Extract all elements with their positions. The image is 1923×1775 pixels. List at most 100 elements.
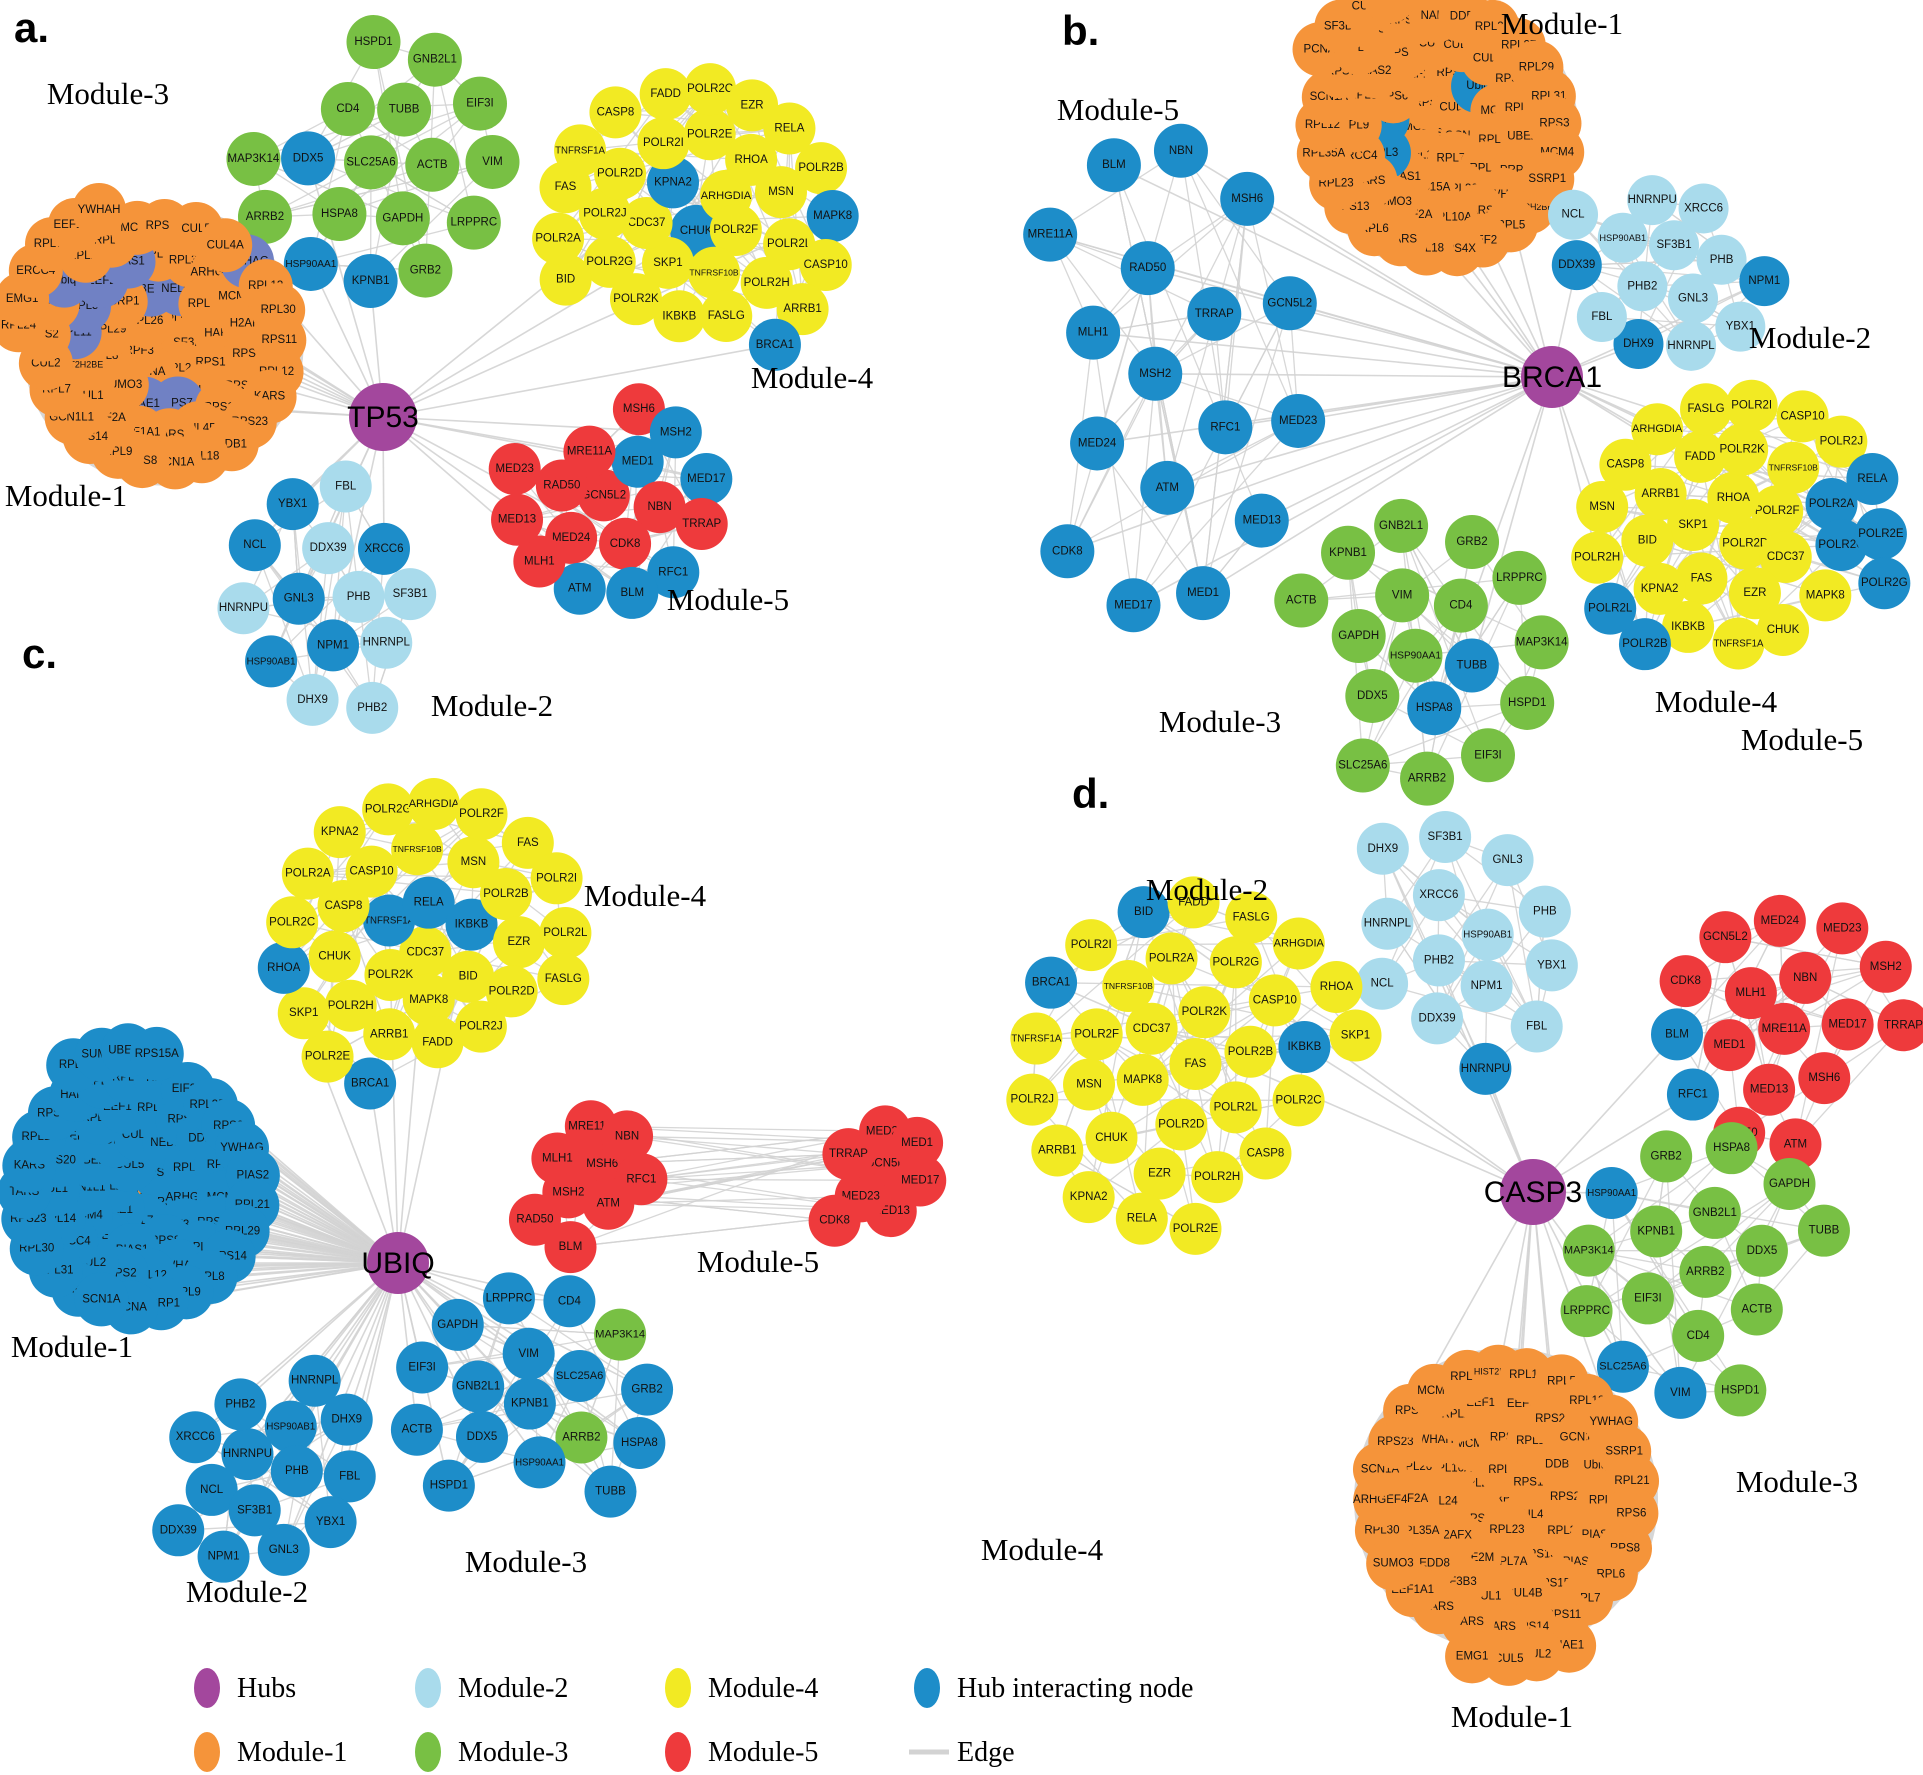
node-c-m2-HSP90AB1[interactable]: HSP90AB1 (264, 1400, 317, 1453)
module-node-circle[interactable] (709, 203, 762, 256)
node-a-m2-NPM1[interactable]: NPM1 (307, 619, 360, 672)
module-node-circle[interactable] (360, 616, 413, 669)
module-node-circle[interactable] (1815, 415, 1868, 468)
node-c-m3-GNB2L1[interactable]: GNB2L1 (452, 1360, 505, 1413)
node-d-m5-MED1[interactable]: MED1 (1703, 1019, 1756, 1072)
module-node-circle[interactable] (313, 806, 366, 859)
module-node-circle[interactable] (1659, 955, 1712, 1008)
hub-interacting-node-circle[interactable] (553, 1349, 606, 1402)
node-a-m2-DDX39[interactable]: DDX39 (302, 522, 355, 575)
module-node-circle[interactable] (1753, 894, 1806, 947)
module-node-circle[interactable] (375, 191, 430, 246)
node-a-m3-GAPDH[interactable]: GAPDH (375, 191, 430, 246)
module-node-circle[interactable] (266, 896, 319, 949)
hub-interacting-node-circle[interactable] (228, 519, 281, 572)
module-node-circle[interactable] (1560, 1285, 1613, 1338)
node-d-m1-SUMO3[interactable]: SUMO3 (1366, 1536, 1421, 1591)
hub-interacting-node-circle[interactable] (197, 1530, 250, 1583)
node-b-m4-POLR2I[interactable]: POLR2I (1725, 379, 1778, 432)
node-b-m5-RFC1[interactable]: RFC1 (1198, 400, 1253, 455)
node-c-m1-SCN1A[interactable]: SCN1A (74, 1272, 129, 1327)
module-node-circle[interactable] (684, 63, 737, 116)
hub-circle[interactable] (349, 383, 417, 451)
module-node-circle[interactable] (1272, 917, 1325, 970)
module-node-circle[interactable] (324, 979, 377, 1032)
hub-interacting-node-circle[interactable] (307, 619, 360, 672)
node-b-m5-MSH6[interactable]: MSH6 (1220, 171, 1275, 226)
node-c-m3-HSPA8[interactable]: HSPA8 (613, 1416, 666, 1469)
module-node-circle[interactable] (364, 948, 417, 1001)
node-d-m4-POLR2J[interactable]: POLR2J (1006, 1073, 1059, 1126)
module-node-circle[interactable] (1272, 1074, 1325, 1127)
module-node-circle[interactable] (1366, 1536, 1421, 1591)
module-node-circle[interactable] (1816, 902, 1869, 955)
node-b-m3-LRPPRC[interactable]: LRPPRC (1492, 550, 1547, 605)
node-d-m4-POLR2I[interactable]: POLR2I (1065, 919, 1118, 972)
node-c-m2-DDX39[interactable]: DDX39 (152, 1504, 205, 1557)
module-node-circle[interactable] (301, 1030, 354, 1083)
node-a-m5-MSH2[interactable]: MSH2 (649, 406, 702, 459)
hub-interacting-node-circle[interactable] (1086, 138, 1141, 193)
hub-interacting-node-circle[interactable] (1459, 1042, 1512, 1095)
node-b-m2-FBL[interactable]: FBL (1576, 291, 1627, 342)
module-node-circle[interactable] (1191, 1151, 1244, 1204)
module-node-circle[interactable] (1705, 1122, 1758, 1175)
module-node-circle[interactable] (1666, 320, 1717, 371)
module-node-circle[interactable] (1461, 728, 1516, 783)
module-node-circle[interactable] (411, 1016, 464, 1069)
hub-interacting-node-circle[interactable] (1584, 582, 1637, 635)
node-b-m4-POLR2H[interactable]: POLR2H (1571, 531, 1624, 584)
module-node-circle[interactable] (1178, 986, 1231, 1039)
node-c-m3-KPNB1[interactable]: KPNB1 (503, 1377, 556, 1430)
module-node-circle[interactable] (1239, 1127, 1292, 1180)
node-b-m5-MED23[interactable]: MED23 (1271, 393, 1326, 448)
node-a-m3-HSPD1[interactable]: HSPD1 (346, 15, 401, 70)
node-d-m3-ARRB2[interactable]: ARRB2 (1679, 1245, 1732, 1298)
hub-interacting-node-circle[interactable] (1271, 393, 1326, 448)
node-b-m2-HNRNPU[interactable]: HNRNPU (1627, 175, 1678, 226)
hub-interacting-node-circle[interactable] (452, 1360, 505, 1413)
module-node-circle[interactable] (577, 469, 630, 522)
module-node-circle[interactable] (531, 1132, 584, 1185)
node-c-m2-PHB2[interactable]: PHB2 (214, 1378, 267, 1431)
module-node-circle[interactable] (1070, 1008, 1123, 1061)
module-node-circle[interactable] (1715, 301, 1766, 352)
hub-interacting-node-circle[interactable] (1739, 256, 1790, 307)
module-node-circle[interactable] (555, 1411, 608, 1464)
node-d-m4-POLR2H[interactable]: POLR2H (1191, 1151, 1244, 1204)
hub-interacting-node-circle[interactable] (402, 876, 455, 929)
node-c-m1-RPS15A[interactable]: RPS15A (129, 1026, 184, 1081)
module-node-circle[interactable] (407, 778, 460, 831)
node-b-m5-CDK8[interactable]: CDK8 (1040, 524, 1095, 579)
node-d-m2-SF3B1[interactable]: SF3B1 (1419, 810, 1472, 863)
module-node-circle[interactable] (1224, 1025, 1277, 1078)
hub-interacting-node-circle[interactable] (1815, 519, 1868, 572)
module-node-circle[interactable] (72, 182, 127, 237)
module-node-circle[interactable] (317, 880, 370, 933)
node-a-m3-HSPA8[interactable]: HSPA8 (312, 187, 367, 242)
module-node-circle[interactable] (1356, 957, 1409, 1010)
module-node-circle[interactable] (391, 823, 444, 876)
node-d-m2-HSP90AB1[interactable]: HSP90AB1 (1461, 908, 1514, 961)
module-node-circle[interactable] (346, 681, 399, 734)
module-node-circle[interactable] (700, 290, 753, 343)
module-node-circle[interactable] (1329, 1009, 1382, 1062)
node-d-m4-KPNA2[interactable]: KPNA2 (1062, 1171, 1115, 1224)
hub-interacting-node-circle[interactable] (1262, 276, 1317, 331)
node-d-m2-XRCC6[interactable]: XRCC6 (1412, 869, 1465, 922)
node-b-m3-TUBB[interactable]: TUBB (1444, 638, 1499, 693)
module-node-circle[interactable] (1356, 822, 1409, 875)
hub-interacting-node-circle[interactable] (1198, 400, 1253, 455)
module-node-circle[interactable] (795, 142, 848, 195)
module-node-circle[interactable] (492, 916, 545, 969)
node-d-m4-POLR2L[interactable]: POLR2L (1209, 1081, 1262, 1134)
hub-interacting-node-circle[interactable] (228, 1484, 281, 1537)
hub-interacting-node-circle[interactable] (1117, 886, 1170, 939)
module-node-circle[interactable] (1668, 273, 1719, 324)
module-node-circle[interactable] (544, 1221, 597, 1274)
node-c-m2-PHB[interactable]: PHB (270, 1445, 323, 1498)
node-a-m3-MAP3K14[interactable]: MAP3K14 (226, 131, 281, 186)
hub-interacting-node-circle[interactable] (1650, 1008, 1703, 1061)
hub-interacting-node-circle[interactable] (1023, 207, 1078, 262)
module-node-circle[interactable] (447, 836, 500, 889)
